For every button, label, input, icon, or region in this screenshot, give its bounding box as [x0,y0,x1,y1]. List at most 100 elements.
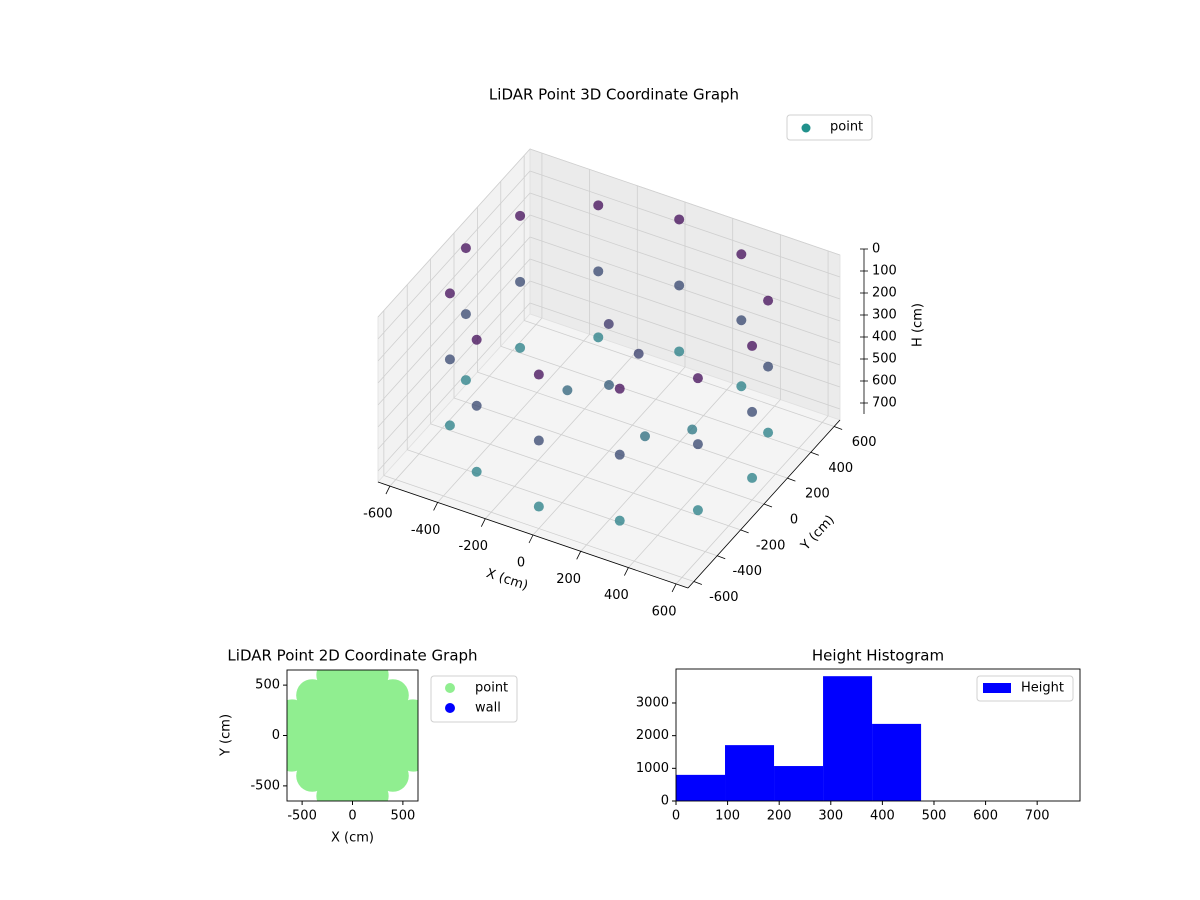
grid-line [529,170,841,278]
grid-line [377,258,531,428]
legend-label: Height [1021,681,1064,696]
y-tick-label: 2000 [636,728,669,743]
point [614,515,625,526]
x-tick-label: 500 [390,809,415,824]
y-axis-label: Y (cm) [798,513,838,555]
y-tick [717,555,726,560]
point [396,699,418,732]
legend-marker [445,703,455,713]
y-tick [834,426,843,430]
legend-label: point [830,120,863,135]
x-tick-label: 400 [870,809,895,824]
point [614,383,625,394]
y-tick-label: 0 [272,728,280,743]
bar [823,676,873,801]
z-tick-label: 500 [872,352,897,367]
y-tick-label: 200 [805,487,830,502]
point [460,375,471,386]
grid-line [524,320,835,427]
point [471,400,482,411]
x-tick-label: 100 [715,809,740,824]
z-tick-label: 300 [872,308,897,323]
point [747,340,758,351]
bar [676,774,726,801]
point [444,420,455,431]
y-tick-label: 600 [852,435,877,450]
x-tick [528,534,534,544]
grid-line [377,148,531,318]
bar [774,766,824,801]
grid-line [529,258,841,366]
y-tick-label: -200 [756,538,786,553]
grid-line [377,170,531,340]
point [687,424,698,435]
point [533,369,544,380]
grid-line [377,236,531,406]
plot-area [287,670,418,801]
point [515,342,526,353]
chart-title: LiDAR Point 3D Coordinate Graph [489,86,739,104]
point [614,449,625,460]
y-tick-label: 3000 [636,695,669,710]
bar [725,745,775,801]
grid-line [529,236,841,344]
axes-frame [675,668,1081,802]
y-tick-label: 500 [255,678,280,693]
z-tick-label: 200 [872,286,897,301]
legend-label: point [475,681,508,696]
point [736,381,747,392]
point [640,431,650,442]
grid-line [430,423,741,531]
z-tick-label: 600 [872,374,897,389]
point [515,276,526,287]
point [736,315,747,326]
point [763,427,774,438]
z-tick-label: 400 [872,330,897,345]
grid-line [477,371,788,479]
y-axis-line [687,419,841,589]
x-axis-line [377,481,689,589]
x-tick-label: 600 [652,604,677,619]
grid-line [377,302,531,472]
z-tick-label: 0 [872,242,880,257]
y-tick-label: 400 [828,461,853,476]
y-tick [740,529,749,534]
point [593,332,604,343]
point [471,466,482,477]
x-axis-label: X (cm) [331,831,374,846]
x-tick [576,551,582,560]
point [692,505,703,516]
point [604,380,614,390]
grid-line [529,214,841,322]
y-tick [693,581,702,585]
grid-line [377,192,531,362]
point [747,472,758,483]
grid-line [500,345,811,453]
y-tick-label: -400 [732,564,762,579]
x-tick-label: 0 [348,809,356,824]
x-tick-label: -500 [287,809,317,824]
point [533,435,544,446]
y-tick [810,451,819,456]
point [674,214,685,225]
point [674,346,685,357]
z-tick-label: 100 [872,264,897,279]
axes-frame [286,669,419,802]
grid-line [453,397,765,505]
x-tick-label: 0 [517,556,525,571]
point [533,501,544,512]
x-tick [480,518,486,527]
grid-line [377,280,531,450]
point [763,295,774,306]
x-tick-label: -600 [363,507,393,522]
legend-box [976,675,1074,702]
legend-label: wall [475,701,501,716]
point [562,385,573,396]
y-tick-label: -600 [709,590,739,605]
x-tick-label: 200 [556,572,581,587]
x-tick-label: 600 [973,809,998,824]
x-tick-label: 300 [818,809,843,824]
y-tick [763,503,773,508]
point [633,348,644,359]
x-tick-label: 500 [922,809,947,824]
